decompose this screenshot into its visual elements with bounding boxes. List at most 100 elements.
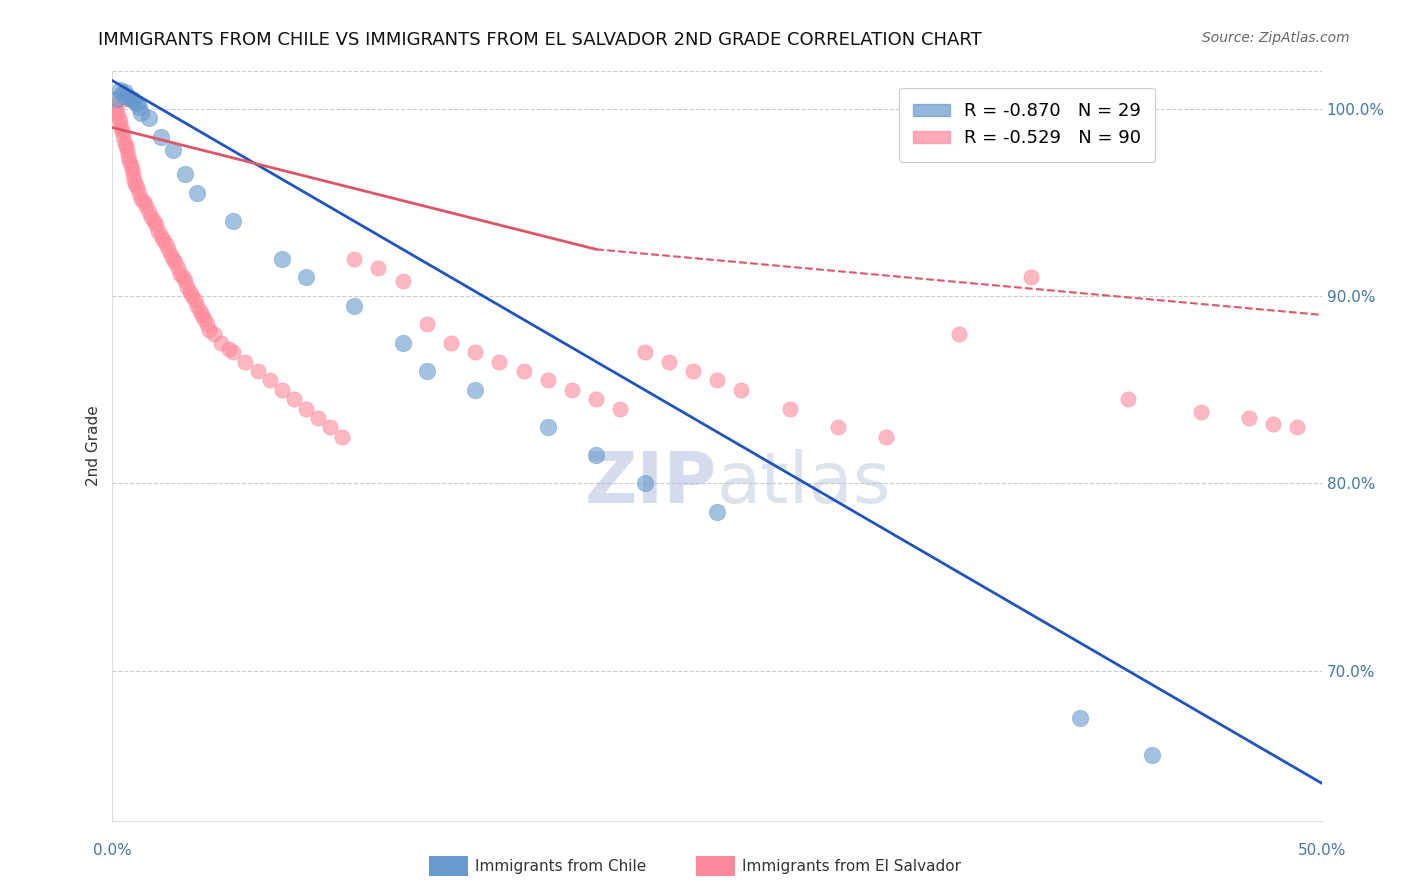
Point (193, 311, 215, 326)
Point (111, 87, 134, 101)
Legend: R = -0.870   N = 29, R = -0.529   N = 90: R = -0.870 N = 29, R = -0.529 N = 90 (898, 88, 1156, 161)
Point (128, 100, 150, 114)
Point (295, 401, 318, 416)
Point (585, 449, 607, 463)
Point (706, 505, 728, 519)
Point (343, 252, 366, 266)
Point (222, 345, 245, 359)
Point (105, 93, 128, 107)
Point (246, 364, 269, 378)
Point (141, 211, 163, 225)
Point (706, 374, 728, 388)
Point (1189, 405, 1212, 419)
Point (391, 274, 413, 288)
Point (779, 401, 801, 416)
Point (270, 252, 292, 266)
Point (125, 96, 148, 111)
Point (110, 120, 132, 135)
Point (416, 364, 439, 378)
Point (108, 83, 131, 97)
Point (120, 158, 142, 172)
Point (122, 173, 145, 187)
Point (440, 336, 463, 351)
Text: IMMIGRANTS FROM CHILE VS IMMIGRANTS FROM EL SALVADOR 2ND GRADE CORRELATION CHART: IMMIGRANTS FROM CHILE VS IMMIGRANTS FROM… (98, 31, 983, 49)
Point (1237, 411, 1260, 425)
Point (218, 342, 240, 356)
Point (188, 304, 211, 318)
Point (162, 143, 184, 157)
Point (114, 85, 136, 99)
Point (114, 93, 136, 107)
Point (179, 285, 201, 300)
Point (128, 186, 150, 201)
Point (172, 270, 194, 285)
Point (132, 195, 155, 210)
Point (138, 205, 160, 219)
Point (195, 318, 218, 332)
Point (149, 130, 172, 145)
Point (222, 214, 245, 228)
Point (125, 180, 148, 194)
Point (142, 214, 165, 228)
Text: ZIP: ZIP (585, 449, 717, 518)
Point (115, 143, 138, 157)
Point (464, 345, 486, 359)
Point (121, 161, 143, 176)
Text: 50.0%: 50.0% (1298, 843, 1346, 857)
Point (159, 248, 181, 262)
Point (948, 326, 970, 341)
Point (1142, 748, 1164, 763)
Point (367, 261, 389, 276)
Point (561, 383, 583, 397)
Y-axis label: 2nd Grade: 2nd Grade (86, 406, 101, 486)
Point (155, 236, 177, 251)
Point (319, 420, 342, 434)
Point (827, 420, 849, 434)
Text: atlas: atlas (717, 449, 891, 518)
Point (165, 255, 187, 269)
Point (186, 299, 208, 313)
Point (198, 323, 221, 337)
Point (124, 177, 146, 191)
Point (118, 90, 141, 104)
Point (658, 355, 681, 369)
Point (148, 224, 170, 238)
Point (176, 280, 198, 294)
Point (1286, 420, 1309, 434)
Point (330, 430, 353, 444)
Point (169, 267, 191, 281)
Point (202, 326, 225, 341)
Point (186, 186, 208, 201)
Point (118, 154, 141, 169)
Point (174, 168, 197, 182)
Point (209, 336, 232, 351)
Point (105, 102, 128, 116)
Point (104, 98, 127, 112)
Point (162, 252, 184, 266)
Point (114, 139, 136, 153)
Point (122, 95, 145, 109)
Point (633, 476, 655, 491)
Point (131, 192, 153, 206)
Point (512, 364, 534, 378)
Point (157, 243, 180, 257)
Point (117, 149, 139, 163)
Point (115, 88, 138, 103)
Point (682, 364, 704, 378)
Point (131, 105, 153, 120)
Point (112, 130, 135, 145)
Point (270, 383, 292, 397)
Point (166, 261, 188, 276)
Point (105, 105, 128, 120)
Point (181, 289, 204, 303)
Point (108, 115, 131, 129)
Point (138, 112, 160, 126)
Point (488, 355, 510, 369)
Point (107, 112, 129, 126)
Point (537, 374, 560, 388)
Point (307, 411, 329, 425)
Point (295, 270, 318, 285)
Point (464, 383, 486, 397)
Point (283, 392, 305, 407)
Point (145, 218, 167, 232)
